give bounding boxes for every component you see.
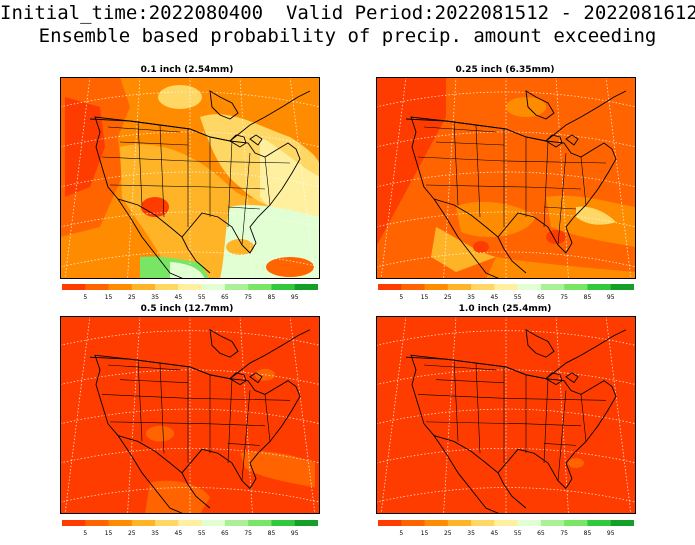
colorbar-tick-label: 5 [83, 530, 87, 537]
colorbar-0p1: 5 15 25 35 45 55 65 75 85 95 [62, 284, 318, 301]
colorbar-tick-label: 95 [607, 530, 615, 537]
colorbar-tick-label: 15 [105, 530, 113, 537]
colorbar-tick-label: 85 [268, 294, 276, 301]
probability-map-0p1-inch [60, 77, 320, 279]
colorbar-tick-label: 85 [268, 530, 276, 537]
colorbar-tick-label: 55 [514, 294, 522, 301]
colorbar-0p25: 5 15 25 35 45 55 65 75 85 95 [378, 284, 634, 301]
panel-title-0p1: 0.1 inch (2.54mm) [140, 65, 234, 75]
colorbar-tick-label: 75 [244, 530, 252, 537]
colorbar-0p5: 5 15 25 35 45 55 65 75 85 95 [62, 520, 318, 537]
header-line-1: Initial_time:2022080400 Valid Period:202… [0, 2, 695, 24]
colorbar-tick-label: 15 [421, 294, 429, 301]
colorbar-tick-label: 65 [221, 530, 229, 537]
colorbar-1p0: 5 15 25 35 45 55 65 75 85 95 [378, 520, 634, 537]
colorbar-tick-label: 15 [105, 294, 113, 301]
colorbar-tick-label: 5 [83, 294, 87, 301]
panel-title-0p5: 0.5 inch (12.7mm) [140, 304, 234, 314]
colorbar-tick-label: 25 [128, 530, 136, 537]
colorbar-tick-label: 65 [221, 294, 229, 301]
colorbar-tick-label: 95 [291, 294, 299, 301]
colorbar-tick-label: 35 [151, 294, 159, 301]
probability-map-0p25-inch [376, 77, 636, 279]
colorbar-tick-label: 65 [537, 294, 545, 301]
colorbar-tick-label: 75 [560, 294, 568, 301]
colorbar-tick-label: 75 [244, 294, 252, 301]
colorbar-tick-label: 45 [491, 294, 499, 301]
colorbar-tick-label: 45 [175, 530, 183, 537]
probability-map-0p5-inch [60, 316, 320, 514]
probability-map-1p0-inch [376, 316, 636, 514]
colorbar-tick-label: 45 [175, 294, 183, 301]
colorbar-tick-label: 55 [198, 530, 206, 537]
colorbar-tick-label: 35 [467, 530, 475, 537]
panel-title-1p0: 1.0 inch (25.4mm) [458, 304, 552, 314]
panel-title-0p25: 0.25 inch (6.35mm) [455, 65, 555, 75]
colorbar-tick-label: 55 [198, 294, 206, 301]
colorbar-tick-label: 85 [584, 530, 592, 537]
header-line-2: Ensemble based probability of precip. am… [38, 25, 657, 47]
colorbar-tick-label: 55 [514, 530, 522, 537]
colorbar-tick-label: 85 [584, 294, 592, 301]
colorbar-tick-label: 35 [151, 530, 159, 537]
colorbar-tick-label: 5 [399, 530, 403, 537]
colorbar-tick-label: 5 [399, 294, 403, 301]
colorbar-tick-label: 25 [444, 530, 452, 537]
colorbar-tick-label: 65 [537, 530, 545, 537]
colorbar-tick-label: 25 [444, 294, 452, 301]
colorbar-tick-label: 25 [128, 294, 136, 301]
colorbar-tick-label: 45 [491, 530, 499, 537]
colorbar-tick-label: 75 [560, 530, 568, 537]
colorbar-tick-label: 15 [421, 530, 429, 537]
colorbar-tick-label: 95 [291, 530, 299, 537]
colorbar-tick-label: 35 [467, 294, 475, 301]
colorbar-tick-label: 95 [607, 294, 615, 301]
